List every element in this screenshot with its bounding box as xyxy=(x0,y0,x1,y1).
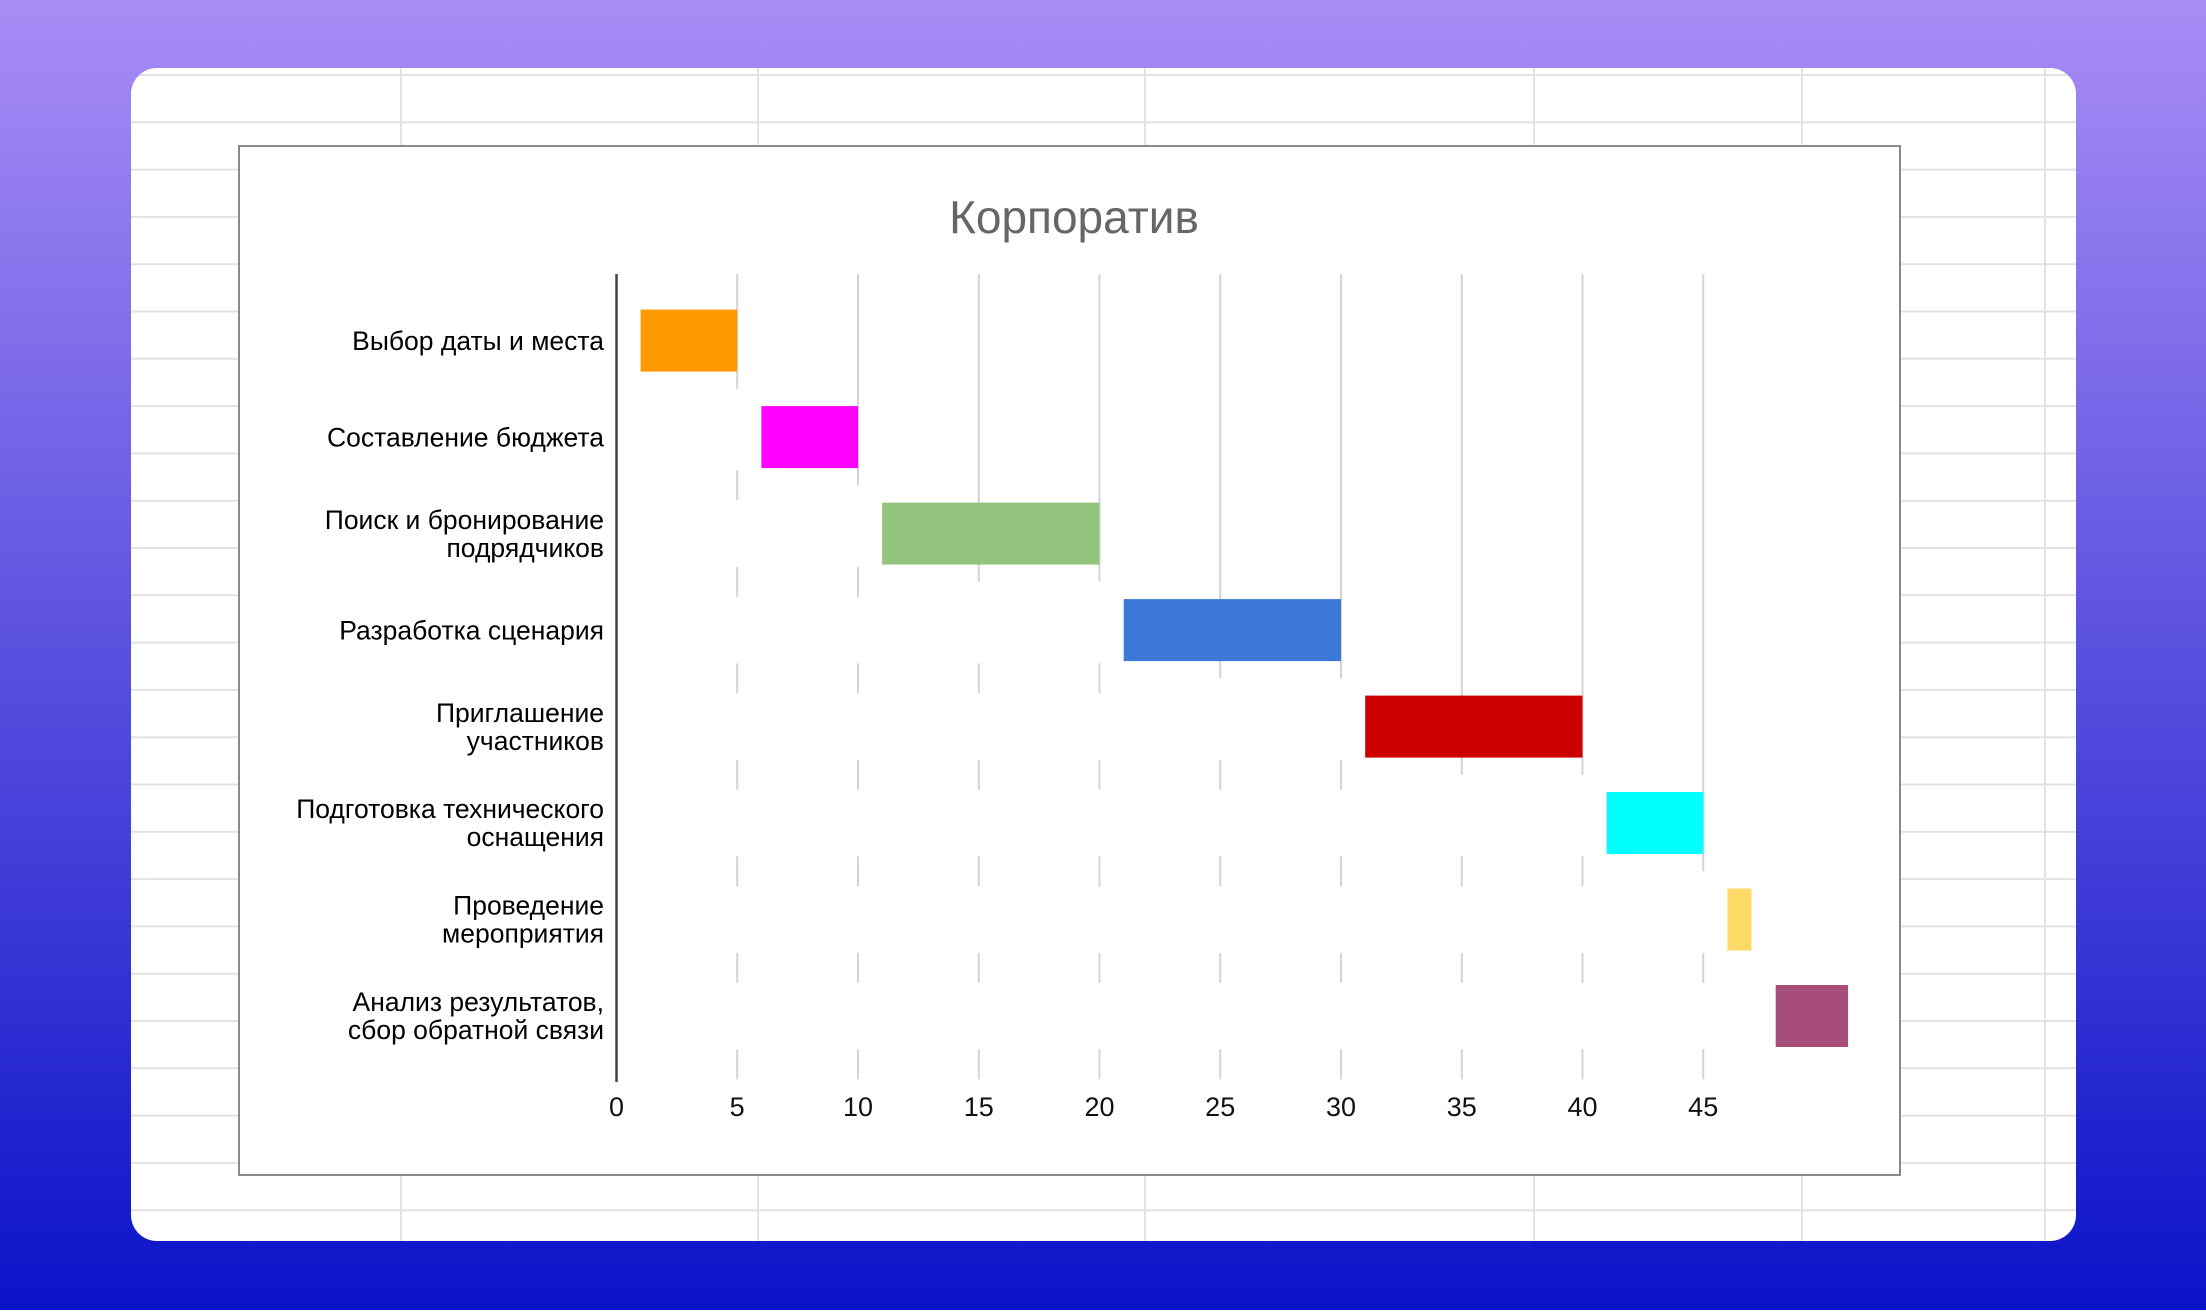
svg-text:25: 25 xyxy=(1205,1092,1235,1122)
svg-text:Проведение: Проведение xyxy=(453,891,604,921)
svg-text:35: 35 xyxy=(1447,1092,1477,1122)
svg-text:0: 0 xyxy=(609,1092,624,1122)
svg-text:30: 30 xyxy=(1326,1092,1356,1122)
svg-text:Приглашение: Приглашение xyxy=(436,698,604,728)
svg-text:оснащения: оснащения xyxy=(467,822,604,852)
svg-text:сбор обратной связи: сбор обратной связи xyxy=(348,1015,604,1045)
svg-text:Выбор даты и места: Выбор даты и места xyxy=(352,326,604,356)
svg-text:40: 40 xyxy=(1567,1092,1597,1122)
svg-text:участников: участников xyxy=(467,726,604,756)
svg-text:10: 10 xyxy=(843,1092,873,1122)
svg-text:Корпоратив: Корпоратив xyxy=(949,191,1199,243)
svg-text:Анализ результатов,: Анализ результатов, xyxy=(353,987,604,1017)
svg-text:Разработка сценария: Разработка сценария xyxy=(339,615,604,645)
svg-text:5: 5 xyxy=(730,1092,745,1122)
svg-text:Поиск и бронирование: Поиск и бронирование xyxy=(325,505,604,535)
svg-text:Составление бюджета: Составление бюджета xyxy=(327,422,604,452)
svg-text:мероприятия: мероприятия xyxy=(442,919,604,949)
svg-text:15: 15 xyxy=(964,1092,994,1122)
svg-text:45: 45 xyxy=(1688,1092,1718,1122)
svg-text:подрядчиков: подрядчиков xyxy=(446,533,604,563)
svg-text:20: 20 xyxy=(1084,1092,1114,1122)
svg-text:Подготовка технического: Подготовка технического xyxy=(296,794,604,824)
